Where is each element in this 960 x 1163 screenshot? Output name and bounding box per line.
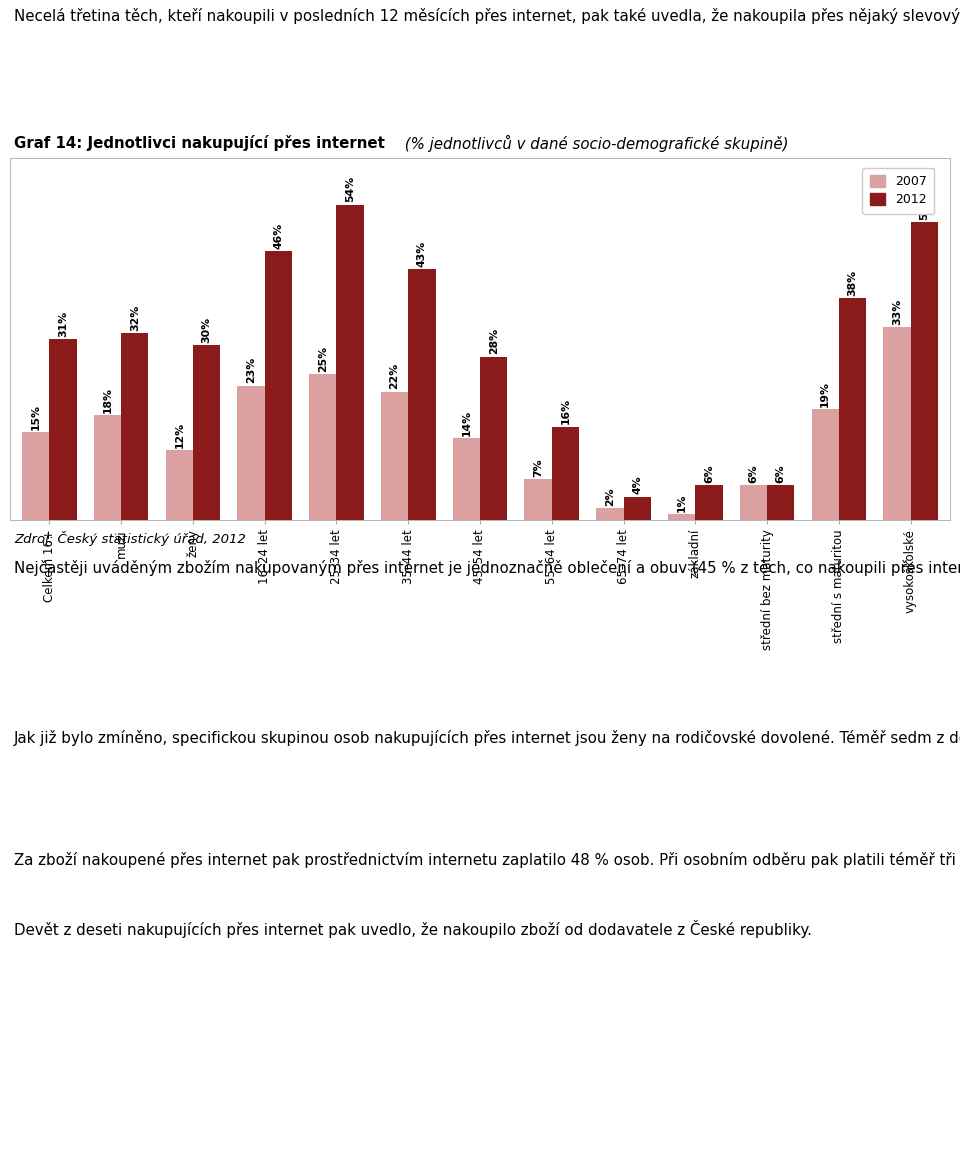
Text: Necelá třetina těch, kteří nakoupili v posledních 12 měsících přes internet, pak: Necelá třetina těch, kteří nakoupili v p… (14, 8, 960, 24)
Legend: 2007, 2012: 2007, 2012 (862, 167, 934, 214)
Bar (121, 333, 149, 520)
Bar (381, 392, 408, 520)
Text: 43%: 43% (417, 241, 427, 266)
Text: 16%: 16% (561, 398, 570, 424)
Text: 54%: 54% (346, 177, 355, 202)
Bar (166, 450, 193, 520)
Bar (552, 427, 579, 520)
Text: 6%: 6% (704, 464, 714, 483)
Bar (668, 514, 695, 520)
Text: 18%: 18% (103, 386, 112, 413)
Text: 7%: 7% (533, 458, 543, 477)
Text: 14%: 14% (462, 409, 471, 436)
Bar (623, 497, 651, 520)
Bar (910, 222, 938, 520)
Bar (524, 479, 552, 520)
Bar (265, 251, 292, 520)
Bar (309, 374, 337, 520)
Text: Za zboží nakoupené přes internet pak prostřednictvím internetu zaplatilo 48 % os: Za zboží nakoupené přes internet pak pro… (14, 852, 960, 868)
Text: 51%: 51% (919, 194, 929, 220)
Bar (193, 345, 220, 520)
Bar (767, 485, 794, 520)
Text: 28%: 28% (489, 328, 498, 355)
Text: 19%: 19% (820, 380, 830, 407)
Bar (695, 485, 723, 520)
Bar (839, 298, 866, 520)
Text: Zdroj: Český statistický úřad, 2012: Zdroj: Český statistický úřad, 2012 (14, 531, 246, 547)
Text: 33%: 33% (892, 299, 901, 324)
Bar (740, 485, 767, 520)
Text: 31%: 31% (59, 311, 68, 336)
Bar (237, 386, 265, 520)
Text: 46%: 46% (274, 223, 283, 249)
Text: 22%: 22% (390, 363, 399, 390)
Bar (50, 338, 77, 520)
Text: 30%: 30% (202, 316, 211, 342)
Bar (480, 357, 507, 520)
Text: 1%: 1% (677, 493, 686, 512)
Text: Nejčastěji uváděným zbožím nakupovaným přes internet je jednoznačně oblečení a o: Nejčastěji uváděným zbožím nakupovaným p… (14, 561, 960, 576)
Text: 25%: 25% (318, 345, 328, 372)
Bar (94, 415, 121, 520)
Text: 15%: 15% (31, 404, 41, 430)
Text: 23%: 23% (246, 357, 256, 384)
Text: 6%: 6% (776, 464, 785, 483)
Text: 12%: 12% (175, 421, 184, 448)
Text: Jak již bylo zmíněno, specifickou skupinou osob nakupujících přes internet jsou : Jak již bylo zmíněno, specifickou skupin… (14, 730, 960, 745)
Text: 4%: 4% (632, 476, 642, 494)
Text: 32%: 32% (130, 305, 140, 330)
Bar (883, 327, 910, 520)
Bar (337, 205, 364, 520)
Text: 2%: 2% (605, 487, 614, 506)
Bar (811, 409, 839, 520)
Text: (% jednotlivců v dané socio-demografické skupině): (% jednotlivců v dané socio-demografické… (400, 135, 788, 151)
Text: Graf 14: Jednotlivci nakupující přes internet: Graf 14: Jednotlivci nakupující přes int… (14, 135, 385, 151)
Bar (22, 433, 50, 520)
Bar (596, 508, 623, 520)
Text: 6%: 6% (749, 464, 758, 483)
Bar (453, 438, 480, 520)
Bar (408, 269, 436, 520)
Text: Devět z deseti nakupujících přes internet pak uvedlo, že nakoupilo zboží od doda: Devět z deseti nakupujících přes interne… (14, 920, 812, 939)
Text: 38%: 38% (848, 270, 857, 295)
